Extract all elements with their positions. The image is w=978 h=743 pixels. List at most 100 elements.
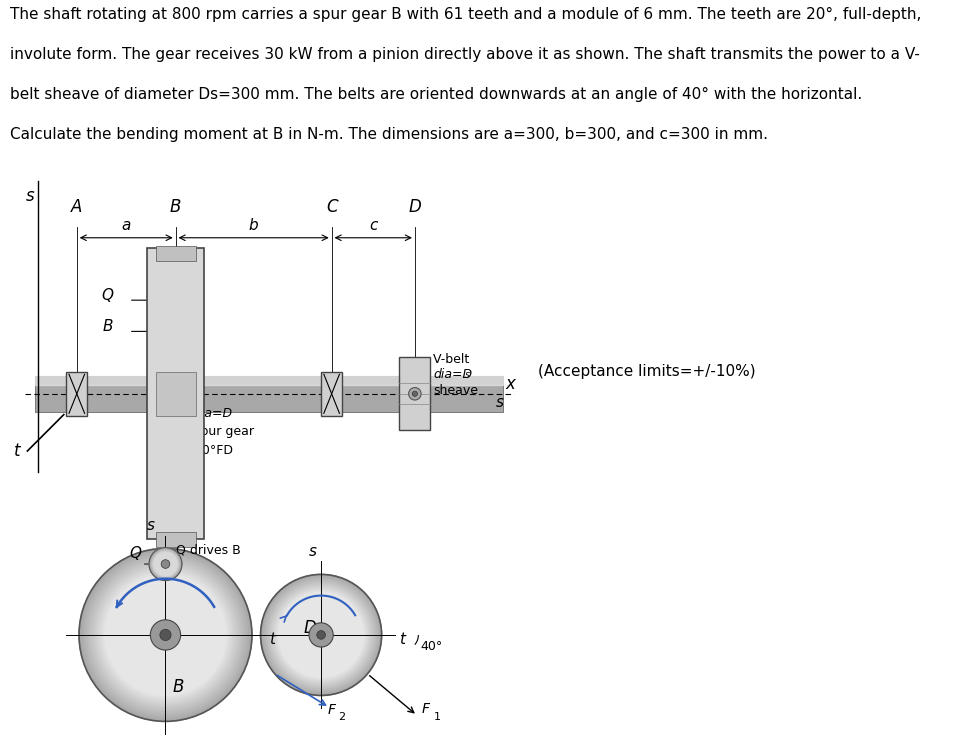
Text: B: B (172, 678, 184, 695)
Circle shape (161, 559, 169, 568)
Text: F: F (421, 702, 429, 716)
Circle shape (267, 581, 375, 689)
Text: s: s (146, 519, 155, 533)
Text: t: t (269, 632, 275, 646)
Circle shape (91, 561, 240, 709)
Text: Q: Q (129, 545, 142, 560)
Text: B: B (170, 198, 181, 215)
Circle shape (152, 551, 179, 578)
Circle shape (274, 588, 368, 682)
Circle shape (266, 580, 376, 690)
Text: involute form. The gear receives 30 kW from a pinion directly above it as shown.: involute form. The gear receives 30 kW f… (10, 47, 918, 62)
Circle shape (149, 548, 182, 580)
Circle shape (412, 391, 417, 397)
Circle shape (97, 566, 234, 704)
Text: Q: Q (101, 288, 113, 303)
Text: s: s (495, 395, 503, 410)
Bar (67, 372, 87, 416)
Text: B: B (103, 319, 113, 334)
Circle shape (159, 629, 171, 640)
Circle shape (83, 553, 247, 717)
Circle shape (260, 574, 381, 695)
Text: A: A (71, 198, 82, 215)
Circle shape (271, 585, 371, 685)
Circle shape (263, 577, 378, 692)
Circle shape (100, 569, 231, 701)
Text: t: t (14, 442, 21, 460)
Circle shape (104, 573, 227, 697)
Circle shape (151, 620, 180, 650)
Text: s: s (465, 370, 469, 380)
Text: Q drives B: Q drives B (176, 543, 241, 557)
Circle shape (408, 388, 421, 400)
Circle shape (269, 583, 373, 687)
Text: D: D (303, 620, 316, 637)
Text: 40°: 40° (421, 640, 442, 653)
Circle shape (102, 571, 229, 698)
Text: dia=D: dia=D (194, 407, 233, 421)
Text: sheave: sheave (432, 384, 477, 397)
Circle shape (82, 551, 249, 718)
Circle shape (273, 587, 369, 683)
Circle shape (150, 548, 181, 580)
Circle shape (261, 575, 380, 695)
Circle shape (79, 548, 251, 721)
Circle shape (84, 554, 246, 716)
Circle shape (275, 588, 367, 681)
Bar (156, 372, 196, 415)
Text: Calculate the bending moment at B in N-m. The dimensions are a=300, b=300, and c: Calculate the bending moment at B in N-m… (10, 127, 767, 142)
Text: V-belt: V-belt (432, 353, 472, 366)
Circle shape (270, 584, 372, 686)
Text: D: D (408, 198, 421, 215)
Circle shape (268, 582, 374, 688)
Bar (156, 245, 196, 261)
Circle shape (277, 591, 365, 679)
Circle shape (153, 551, 178, 577)
Circle shape (150, 548, 181, 580)
Circle shape (154, 552, 177, 576)
Circle shape (262, 577, 379, 693)
Circle shape (154, 553, 177, 576)
Circle shape (153, 551, 178, 577)
Bar (156, 532, 196, 547)
Circle shape (272, 586, 370, 684)
Circle shape (95, 565, 236, 705)
Circle shape (80, 550, 250, 720)
Circle shape (105, 574, 226, 695)
Text: t: t (398, 632, 405, 646)
Text: spur gear: spur gear (194, 426, 253, 438)
Text: 1: 1 (433, 712, 440, 722)
Text: s: s (308, 545, 316, 559)
Text: F: F (328, 703, 335, 717)
Circle shape (101, 571, 230, 700)
Text: The shaft rotating at 800 rpm carries a spur gear B with 61 teeth and a module o: The shaft rotating at 800 rpm carries a … (10, 7, 920, 22)
Text: b: b (248, 218, 258, 233)
Circle shape (264, 578, 378, 692)
Circle shape (86, 555, 244, 715)
Circle shape (278, 591, 364, 678)
Circle shape (98, 568, 233, 702)
FancyBboxPatch shape (35, 376, 503, 412)
Text: a: a (121, 218, 131, 233)
Text: s: s (25, 187, 34, 205)
Circle shape (317, 631, 325, 639)
Text: C: C (326, 198, 337, 215)
Circle shape (279, 593, 363, 678)
Circle shape (265, 580, 377, 691)
Circle shape (90, 559, 241, 710)
Bar (321, 372, 341, 416)
Text: 2: 2 (337, 712, 345, 721)
Text: (Acceptance limits=+/-10%): (Acceptance limits=+/-10%) (538, 364, 755, 379)
Text: 20°FD: 20°FD (194, 444, 233, 457)
FancyBboxPatch shape (147, 248, 204, 539)
Text: dia=D: dia=D (432, 369, 471, 381)
Circle shape (94, 563, 237, 707)
Text: belt sheave of diameter Ds=300 mm. The belts are oriented downwards at an angle : belt sheave of diameter Ds=300 mm. The b… (10, 87, 862, 102)
Circle shape (88, 558, 243, 712)
Circle shape (93, 562, 238, 708)
Circle shape (151, 550, 180, 578)
Circle shape (276, 590, 366, 680)
Text: c: c (369, 218, 378, 233)
Text: x: x (506, 374, 515, 392)
Circle shape (151, 549, 180, 579)
